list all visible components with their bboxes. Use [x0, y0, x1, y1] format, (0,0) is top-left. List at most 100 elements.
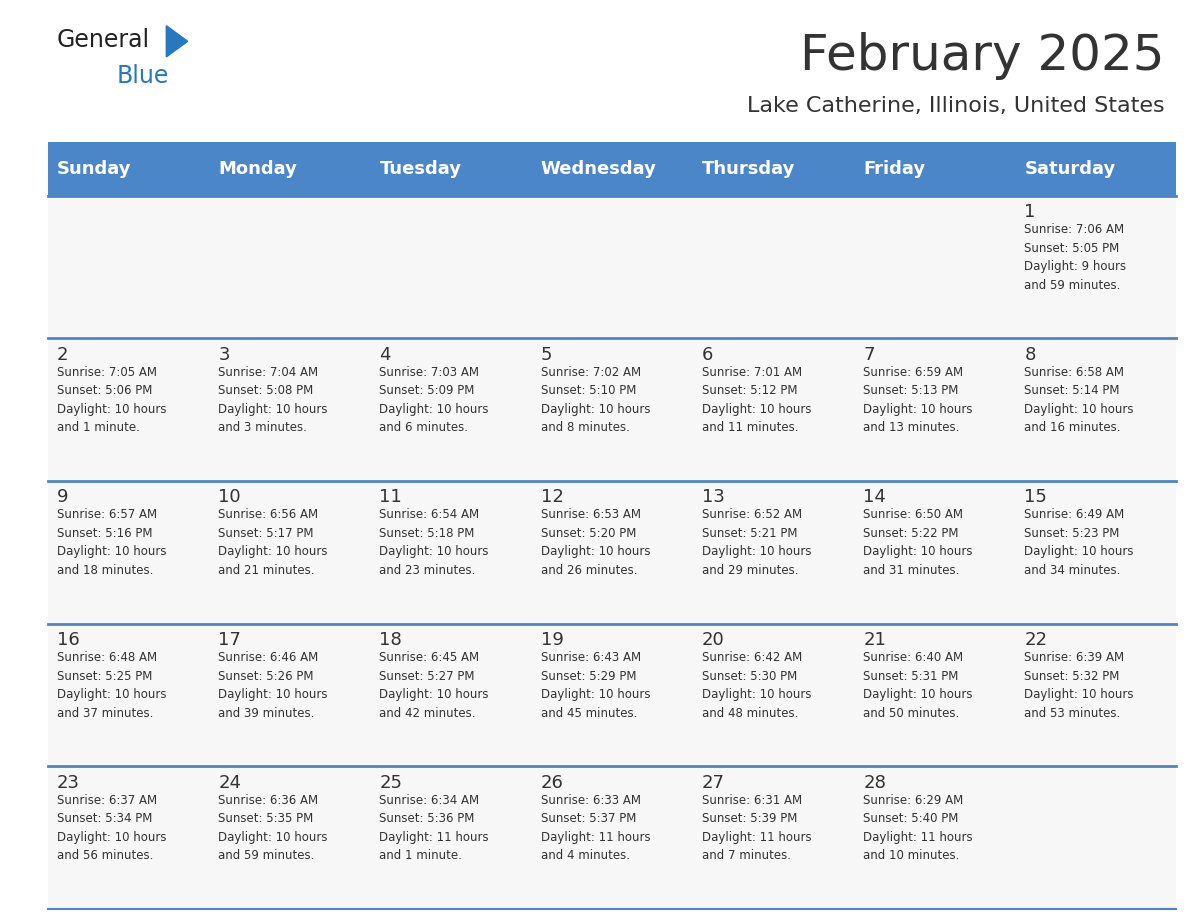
Bar — [369, 481, 531, 623]
Bar — [854, 767, 1015, 909]
Text: 15: 15 — [1024, 488, 1048, 506]
Text: Sunrise: 6:50 AM
Sunset: 5:22 PM
Daylight: 10 hours
and 31 minutes.: Sunrise: 6:50 AM Sunset: 5:22 PM Dayligh… — [864, 509, 973, 577]
Text: Friday: Friday — [864, 160, 925, 178]
Bar — [854, 196, 1015, 338]
Text: 5: 5 — [541, 345, 552, 364]
Text: Sunrise: 6:59 AM
Sunset: 5:13 PM
Daylight: 10 hours
and 13 minutes.: Sunrise: 6:59 AM Sunset: 5:13 PM Dayligh… — [864, 365, 973, 434]
Text: Sunrise: 7:01 AM
Sunset: 5:12 PM
Daylight: 10 hours
and 11 minutes.: Sunrise: 7:01 AM Sunset: 5:12 PM Dayligh… — [702, 365, 811, 434]
Bar — [854, 623, 1015, 767]
Text: Sunrise: 6:58 AM
Sunset: 5:14 PM
Daylight: 10 hours
and 16 minutes.: Sunrise: 6:58 AM Sunset: 5:14 PM Dayligh… — [1024, 365, 1133, 434]
Text: Sunrise: 7:02 AM
Sunset: 5:10 PM
Daylight: 10 hours
and 8 minutes.: Sunrise: 7:02 AM Sunset: 5:10 PM Dayligh… — [541, 365, 650, 434]
Text: 22: 22 — [1024, 631, 1048, 649]
Bar — [531, 481, 693, 623]
Text: 12: 12 — [541, 488, 563, 506]
Text: Sunrise: 6:54 AM
Sunset: 5:18 PM
Daylight: 10 hours
and 23 minutes.: Sunrise: 6:54 AM Sunset: 5:18 PM Dayligh… — [379, 509, 489, 577]
Bar — [1015, 623, 1176, 767]
Bar — [48, 142, 209, 196]
Bar — [1015, 767, 1176, 909]
Text: Sunrise: 6:45 AM
Sunset: 5:27 PM
Daylight: 10 hours
and 42 minutes.: Sunrise: 6:45 AM Sunset: 5:27 PM Dayligh… — [379, 651, 489, 720]
Text: Sunrise: 6:29 AM
Sunset: 5:40 PM
Daylight: 11 hours
and 10 minutes.: Sunrise: 6:29 AM Sunset: 5:40 PM Dayligh… — [864, 794, 973, 862]
Bar — [693, 196, 854, 338]
Text: 8: 8 — [1024, 345, 1036, 364]
Text: Sunrise: 6:56 AM
Sunset: 5:17 PM
Daylight: 10 hours
and 21 minutes.: Sunrise: 6:56 AM Sunset: 5:17 PM Dayligh… — [219, 509, 328, 577]
Bar — [693, 481, 854, 623]
Bar — [1015, 196, 1176, 338]
Bar — [693, 623, 854, 767]
Bar — [854, 142, 1015, 196]
Text: Sunrise: 6:43 AM
Sunset: 5:29 PM
Daylight: 10 hours
and 45 minutes.: Sunrise: 6:43 AM Sunset: 5:29 PM Dayligh… — [541, 651, 650, 720]
Bar — [1015, 338, 1176, 481]
Bar — [209, 767, 369, 909]
Bar — [369, 142, 531, 196]
Text: 7: 7 — [864, 345, 874, 364]
Bar — [48, 481, 209, 623]
Text: 9: 9 — [57, 488, 69, 506]
Bar — [693, 142, 854, 196]
Text: Sunrise: 7:04 AM
Sunset: 5:08 PM
Daylight: 10 hours
and 3 minutes.: Sunrise: 7:04 AM Sunset: 5:08 PM Dayligh… — [219, 365, 328, 434]
Text: Tuesday: Tuesday — [379, 160, 461, 178]
Text: Lake Catherine, Illinois, United States: Lake Catherine, Illinois, United States — [746, 96, 1164, 117]
Polygon shape — [166, 26, 188, 57]
Text: Sunrise: 6:40 AM
Sunset: 5:31 PM
Daylight: 10 hours
and 50 minutes.: Sunrise: 6:40 AM Sunset: 5:31 PM Dayligh… — [864, 651, 973, 720]
Bar — [531, 338, 693, 481]
Bar — [209, 338, 369, 481]
Text: Sunrise: 6:46 AM
Sunset: 5:26 PM
Daylight: 10 hours
and 39 minutes.: Sunrise: 6:46 AM Sunset: 5:26 PM Dayligh… — [219, 651, 328, 720]
Text: Sunrise: 7:06 AM
Sunset: 5:05 PM
Daylight: 9 hours
and 59 minutes.: Sunrise: 7:06 AM Sunset: 5:05 PM Dayligh… — [1024, 223, 1126, 292]
Text: 19: 19 — [541, 631, 563, 649]
Text: 14: 14 — [864, 488, 886, 506]
Text: 2: 2 — [57, 345, 69, 364]
Text: Blue: Blue — [116, 64, 169, 88]
Text: Sunrise: 6:52 AM
Sunset: 5:21 PM
Daylight: 10 hours
and 29 minutes.: Sunrise: 6:52 AM Sunset: 5:21 PM Dayligh… — [702, 509, 811, 577]
Bar — [693, 338, 854, 481]
Bar — [48, 767, 209, 909]
Bar — [531, 767, 693, 909]
Bar — [369, 623, 531, 767]
Text: 17: 17 — [219, 631, 241, 649]
Bar — [209, 481, 369, 623]
Text: February 2025: February 2025 — [800, 32, 1164, 80]
Text: 13: 13 — [702, 488, 725, 506]
Text: 20: 20 — [702, 631, 725, 649]
Text: 1: 1 — [1024, 203, 1036, 221]
Text: 23: 23 — [57, 774, 80, 791]
Bar — [209, 142, 369, 196]
Text: 25: 25 — [379, 774, 403, 791]
Text: Sunrise: 6:31 AM
Sunset: 5:39 PM
Daylight: 11 hours
and 7 minutes.: Sunrise: 6:31 AM Sunset: 5:39 PM Dayligh… — [702, 794, 811, 862]
Text: 3: 3 — [219, 345, 229, 364]
Text: Wednesday: Wednesday — [541, 160, 657, 178]
Text: Sunrise: 6:49 AM
Sunset: 5:23 PM
Daylight: 10 hours
and 34 minutes.: Sunrise: 6:49 AM Sunset: 5:23 PM Dayligh… — [1024, 509, 1133, 577]
Text: Sunday: Sunday — [57, 160, 132, 178]
Text: 26: 26 — [541, 774, 563, 791]
Text: 16: 16 — [57, 631, 80, 649]
Bar — [854, 481, 1015, 623]
Text: 4: 4 — [379, 345, 391, 364]
Text: Sunrise: 7:03 AM
Sunset: 5:09 PM
Daylight: 10 hours
and 6 minutes.: Sunrise: 7:03 AM Sunset: 5:09 PM Dayligh… — [379, 365, 489, 434]
Bar — [369, 196, 531, 338]
Bar — [531, 196, 693, 338]
Text: Monday: Monday — [219, 160, 297, 178]
Text: Sunrise: 6:48 AM
Sunset: 5:25 PM
Daylight: 10 hours
and 37 minutes.: Sunrise: 6:48 AM Sunset: 5:25 PM Dayligh… — [57, 651, 166, 720]
Text: Thursday: Thursday — [702, 160, 795, 178]
Bar — [531, 623, 693, 767]
Bar — [369, 767, 531, 909]
Bar — [209, 196, 369, 338]
Bar — [1015, 481, 1176, 623]
Text: 28: 28 — [864, 774, 886, 791]
Text: Sunrise: 6:39 AM
Sunset: 5:32 PM
Daylight: 10 hours
and 53 minutes.: Sunrise: 6:39 AM Sunset: 5:32 PM Dayligh… — [1024, 651, 1133, 720]
Bar — [369, 338, 531, 481]
Text: 21: 21 — [864, 631, 886, 649]
Text: 10: 10 — [219, 488, 241, 506]
Text: 27: 27 — [702, 774, 725, 791]
Bar — [48, 196, 209, 338]
Bar — [693, 767, 854, 909]
Text: 11: 11 — [379, 488, 403, 506]
Bar — [48, 338, 209, 481]
Text: Sunrise: 6:37 AM
Sunset: 5:34 PM
Daylight: 10 hours
and 56 minutes.: Sunrise: 6:37 AM Sunset: 5:34 PM Dayligh… — [57, 794, 166, 862]
Text: Saturday: Saturday — [1024, 160, 1116, 178]
Text: 18: 18 — [379, 631, 403, 649]
Bar — [854, 338, 1015, 481]
Bar — [1015, 142, 1176, 196]
Bar — [531, 142, 693, 196]
Text: 6: 6 — [702, 345, 713, 364]
Bar — [48, 623, 209, 767]
